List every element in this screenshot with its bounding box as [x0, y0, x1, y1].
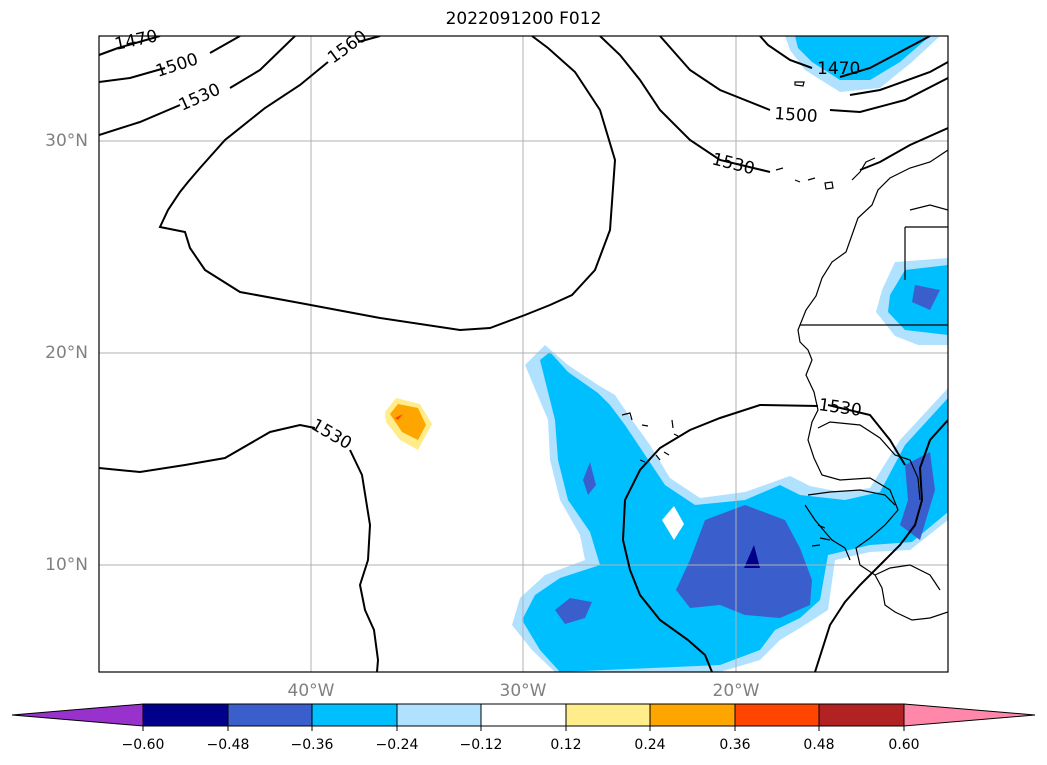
colorbar-tick-label: −0.48 — [206, 737, 250, 753]
colorbar-seg-3 — [311, 703, 398, 727]
lon-label-20w: 20°W — [712, 681, 760, 701]
contour-1560-loop — [158, 36, 617, 332]
contour-label-1530-southeast: 1530 — [817, 395, 863, 421]
canary-islands — [775, 157, 876, 190]
colorbar-extend-high — [903, 703, 1036, 727]
coastlines — [621, 81, 948, 621]
lat-label-10n: 10°N — [45, 555, 88, 575]
plot-frame — [98, 35, 949, 673]
colorbar-seg-7 — [649, 703, 736, 727]
lon-label-40w: 40°W — [287, 681, 335, 701]
anomaly-area-south-strong — [676, 505, 812, 618]
colorbar-seg-6 — [565, 703, 651, 727]
colorbar-seg-4 — [396, 703, 482, 727]
colorbar-tick-label: 0.48 — [803, 737, 835, 753]
bissau-islands — [811, 524, 831, 547]
madeira-islands — [794, 81, 805, 87]
lon-label-30w: 30°W — [499, 681, 547, 701]
colorbar-tick-label: 0.12 — [550, 737, 582, 753]
contour-1500-east — [659, 36, 948, 114]
inland-border-2 — [874, 564, 941, 591]
contour-1470-west — [99, 36, 161, 56]
contour-label-1560: 1560 — [324, 26, 371, 68]
colorbar-seg-9 — [818, 703, 905, 727]
contour-1530-southwest — [99, 423, 380, 672]
positive-anomaly-core — [390, 404, 426, 440]
cape-verde-islands — [621, 412, 679, 463]
colorbar-seg-2 — [227, 703, 313, 727]
anomaly-area-mid-strong — [583, 462, 596, 495]
height-contours — [99, 36, 948, 672]
contour-1530-east — [599, 36, 948, 173]
colorbar-seg-8 — [734, 703, 820, 727]
contour-label-1500-east: 1500 — [774, 104, 819, 127]
contour-1500-west — [99, 36, 241, 83]
gambia-river — [807, 489, 896, 506]
colorbar-tick-label: 0.36 — [719, 737, 751, 753]
anomaly-area-north-core — [795, 36, 930, 80]
positive-anomaly-peak — [395, 414, 403, 420]
contour-label-1530-east: 1530 — [710, 149, 757, 179]
colorbar-tick-label: −0.60 — [121, 737, 165, 753]
inland-border-3 — [909, 204, 948, 211]
contour-label-1500-west: 1500 — [153, 49, 200, 81]
colorbar-tick-label: 0.60 — [888, 737, 920, 753]
anomaly-area-hole — [662, 506, 684, 540]
contour-label-1470-west: 1470 — [113, 26, 159, 55]
contour-1530-west — [99, 36, 296, 136]
colorbar-extend-low — [11, 703, 144, 727]
colorbar-tick-label: 0.24 — [634, 737, 666, 753]
contour-1530-southeast — [621, 403, 948, 672]
graticule — [99, 36, 948, 672]
colorbar-tick-label: −0.24 — [375, 737, 419, 753]
anomaly-area-southwest-strong — [555, 598, 592, 624]
lat-label-30n: 30°N — [45, 131, 88, 151]
map-title: 2022091200 F012 — [445, 9, 602, 29]
anomaly-area-south-strongest — [744, 545, 760, 568]
anomaly-area-east-strong — [912, 285, 940, 310]
colorbar — [11, 703, 1036, 731]
colorbar-ticks — [142, 726, 905, 731]
africa-coastline — [797, 149, 948, 621]
contour-label-1530-west: 1530 — [176, 80, 224, 116]
contour-label-1530-southwest: 1530 — [308, 415, 355, 454]
contour-label-layer: 1470 1500 1530 1560 1470 1500 1530 1530 … — [113, 26, 863, 454]
mauritania-border — [904, 226, 948, 280]
colorbar-seg-1 — [142, 703, 229, 727]
anomaly-area-east-coast-strong — [900, 452, 935, 540]
inland-border-1 — [817, 421, 921, 501]
contour-1470-east — [759, 36, 948, 96]
filled-anomaly-layer — [385, 36, 948, 672]
colorbar-tick-label: −0.12 — [459, 737, 503, 753]
colorbar-seg-5 — [480, 703, 567, 727]
guinea-coast — [804, 504, 851, 561]
contour-label-1470-east: 1470 — [817, 59, 860, 79]
lat-label-20n: 20°N — [45, 343, 88, 363]
colorbar-tick-label: −0.36 — [290, 737, 334, 753]
